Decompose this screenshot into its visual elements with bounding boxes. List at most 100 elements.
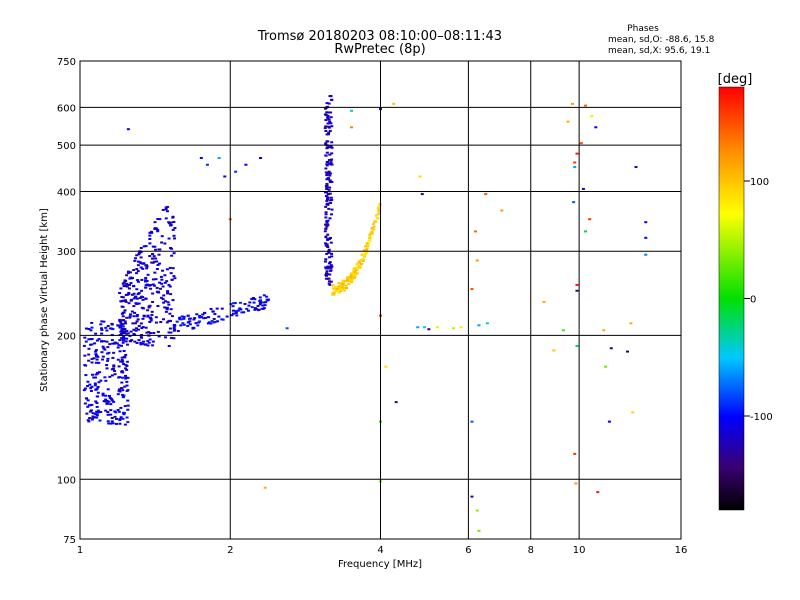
data-point	[145, 267, 149, 270]
data-point	[584, 230, 588, 233]
data-point	[121, 305, 125, 308]
data-point	[343, 289, 347, 292]
data-point	[132, 292, 136, 295]
data-point	[265, 295, 269, 298]
data-point	[148, 332, 152, 335]
data-point	[171, 299, 175, 302]
data-point	[203, 311, 207, 314]
data-point	[161, 285, 165, 288]
data-point	[160, 282, 164, 285]
data-point	[151, 283, 155, 286]
data-point	[204, 316, 208, 319]
data-point	[94, 332, 98, 335]
data-point	[122, 299, 126, 302]
data-point	[118, 376, 122, 379]
data-point	[169, 293, 173, 296]
data-point	[370, 232, 374, 235]
data-point	[201, 313, 205, 316]
data-point	[126, 332, 130, 335]
data-point	[162, 301, 166, 304]
data-point	[220, 318, 224, 321]
data-point	[87, 359, 91, 362]
data-point	[144, 286, 148, 289]
data-point	[118, 339, 122, 342]
data-point	[324, 242, 328, 245]
data-point	[327, 170, 331, 173]
data-point	[144, 279, 148, 282]
data-point	[105, 329, 109, 332]
data-point	[142, 262, 146, 265]
data-point	[324, 167, 328, 170]
data-point	[370, 230, 374, 233]
data-point	[324, 171, 328, 174]
data-point	[325, 140, 329, 143]
data-point	[137, 302, 141, 305]
data-point	[139, 262, 143, 265]
y-tick-label: 100	[57, 475, 76, 486]
data-point	[130, 293, 134, 296]
data-point	[122, 413, 126, 416]
data-point	[116, 358, 120, 361]
x-axis-ticks: 1 2 4 6 8 10 16	[77, 545, 688, 556]
data-point	[172, 329, 176, 332]
data-point	[119, 287, 123, 290]
data-point	[629, 322, 633, 325]
data-point	[323, 127, 327, 130]
data-point	[97, 361, 101, 364]
data-point	[114, 417, 118, 420]
data-point	[106, 357, 110, 360]
data-point	[156, 304, 160, 307]
data-point	[134, 327, 138, 330]
data-point	[122, 335, 126, 338]
data-point	[187, 317, 191, 320]
data-point	[232, 302, 236, 305]
data-point	[94, 350, 98, 353]
data-point	[142, 307, 146, 310]
data-point	[366, 244, 370, 247]
data-point	[123, 385, 127, 388]
data-point	[124, 364, 128, 367]
data-point	[325, 243, 329, 246]
x-tick-label: 1	[77, 545, 83, 556]
data-point	[86, 380, 90, 383]
data-point	[153, 227, 157, 230]
data-point	[106, 388, 110, 391]
data-point	[146, 273, 150, 276]
data-point	[572, 201, 576, 204]
data-point	[477, 529, 481, 532]
data-point	[144, 297, 148, 300]
data-point	[361, 258, 365, 261]
data-point	[118, 292, 122, 295]
data-point	[148, 321, 152, 324]
data-point	[119, 387, 123, 390]
data-point	[153, 271, 157, 274]
data-point	[255, 308, 259, 311]
data-point	[235, 314, 239, 317]
data-point	[134, 302, 138, 305]
data-point	[86, 419, 90, 422]
data-point	[350, 274, 354, 277]
data-point	[121, 371, 125, 374]
data-point	[120, 337, 124, 340]
data-point	[330, 283, 334, 286]
data-point	[590, 115, 594, 118]
data-point	[139, 336, 143, 339]
data-point	[198, 314, 202, 317]
data-point	[323, 260, 327, 263]
data-point	[131, 276, 135, 279]
data-point	[326, 117, 330, 120]
data-point	[121, 282, 125, 285]
data-point	[169, 308, 173, 311]
data-point	[126, 272, 130, 275]
data-point	[352, 268, 356, 271]
data-point	[261, 304, 265, 307]
data-point	[351, 275, 355, 278]
data-point	[341, 283, 345, 286]
data-point	[207, 316, 211, 319]
data-point	[144, 326, 148, 329]
data-point	[384, 365, 388, 368]
data-point	[170, 315, 174, 318]
data-point	[124, 353, 128, 356]
data-point	[199, 157, 203, 160]
data-point	[325, 151, 329, 154]
